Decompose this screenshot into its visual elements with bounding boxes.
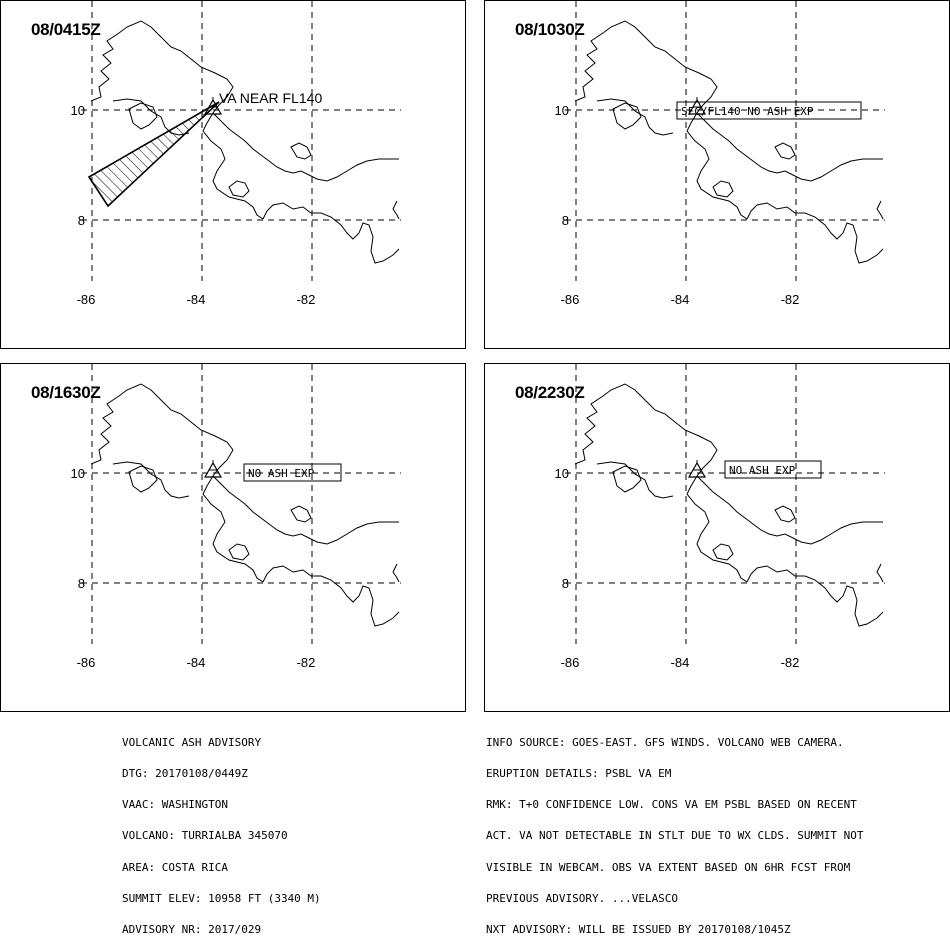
advisory-line: VOLCANO: TURRIALBA 345070 [122,829,288,843]
coastline [712,543,734,561]
lat-label: 10 [71,103,85,118]
label-box [676,101,862,120]
coastline [392,200,400,220]
coastline [392,563,400,583]
coastline [128,102,158,130]
coastline [112,461,190,499]
coastline [90,383,264,583]
coastline [712,180,734,198]
coastline [696,112,883,182]
panel-time: 08/1030Z [515,20,585,39]
coastline [774,505,796,523]
lon-label: -82 [297,655,316,670]
coastline [262,565,400,627]
advisory-line: DTG: 20170108/0449Z [122,767,248,781]
lat-label: 8 [562,576,569,591]
lat-label: 10 [555,103,569,118]
coastline [212,112,399,182]
lon-label: -86 [77,655,96,670]
va-label: SFC/FL140 NO ASH EXP [681,105,814,118]
advisory-line: PREVIOUS ADVISORY. ...VELASCO [486,891,679,905]
advisory-line: NXT ADVISORY: WILL BE ISSUED BY 20170108… [486,923,791,937]
coastline [574,383,748,583]
map-panel-t6: 10 8 -86 -84 -82 SFC/FL140 NO ASH EXP 08/103… [484,0,950,349]
lat-label: 8 [78,213,85,228]
lat-label: 10 [555,466,569,481]
advisory-line: ERUPTION DETAILS: PSBL VA EM [486,767,672,781]
volcano-icon [687,97,707,115]
coastline [612,465,642,493]
lon-label: -86 [77,292,96,307]
map-panel-t12: 10 8 -86 -84 -82 NO ASH EXP 08/1630Z [0,363,466,712]
advisory-line: SUMMIT ELEV: 10958 FT (3340 M) [122,891,321,905]
lon-label: -82 [297,292,316,307]
advisory-remarks: INFO SOURCE: GOES-EAST. GFS WINDS. VOLCA… [486,717,864,946]
lon-label: -84 [671,292,690,307]
volcano-icon [203,460,223,478]
label-box [724,460,822,479]
advisory-line: ADVISORY NR: 2017/029 [122,923,262,937]
map-svg: 10 8 -86 -84 -82 VA NEAR FL140 [71,1,401,307]
coastline [228,543,250,561]
map-panel-t18: 10 8 -86 -84 -82 NO ASH EXP 08/2230Z [484,363,950,712]
coastline [596,461,674,499]
coastline [746,202,884,264]
va-label: NO ASH EXP [729,464,796,477]
advisory-line: VOLCANIC ASH ADVISORY [122,735,262,749]
map-panel-t0: 10 8 -86 -84 -82 VA NEAR FL140 08/0415Z [0,0,466,349]
lon-label: -82 [781,655,800,670]
va-label: VA NEAR FL140 [219,90,322,106]
coastline [290,505,312,523]
panel-time: 08/2230Z [515,383,585,402]
lat-label: 10 [71,466,85,481]
panel-time: 08/0415Z [31,20,101,39]
lon-label: -86 [561,655,580,670]
lon-label: -84 [671,655,690,670]
coastline [596,98,674,136]
volcano-icon [687,460,707,478]
coastline [612,102,642,130]
coastline [290,142,312,160]
lon-label: -84 [187,292,206,307]
map-base: 10 8 -86 -84 -82 [71,364,401,670]
va-label: NO ASH EXP [248,467,315,480]
advisory-line: VAAC: WASHINGTON [122,798,228,812]
map-svg: 10 8 -86 -84 -82 NO ASH EXP [555,364,885,670]
coastline [228,180,250,198]
coastline [876,200,884,220]
lon-label: -82 [781,292,800,307]
map-svg: 10 8 -86 -84 -82 SFC/FL140 NO ASH EXP [555,1,885,307]
lat-label: 8 [562,213,569,228]
lat-label: 8 [78,576,85,591]
panel-time: 08/1630Z [31,383,101,402]
coastline [212,475,399,545]
advisory-line: VISIBLE IN WEBCAM. OBS VA EXTENT BASED O… [486,860,851,874]
coastline [774,142,796,160]
advisory-line: AREA: COSTA RICA [122,860,228,874]
map-svg: 10 8 -86 -84 -82 NO ASH EXP [71,364,401,670]
ash-cloud-polygon [87,101,220,208]
coastline [574,20,748,220]
coastline [262,202,400,264]
lon-label: -84 [187,655,206,670]
map-base: 10 8 -86 -84 -82 [71,1,401,307]
advisory-line: INFO SOURCE: GOES-EAST. GFS WINDS. VOLCA… [486,735,844,749]
coastline [876,563,884,583]
advisory-header: VOLCANIC ASH ADVISORY DTG: 20170108/0449… [122,717,321,946]
lon-label: -86 [561,292,580,307]
coastline [128,465,158,493]
map-base: 10 8 -86 -84 -82 [555,1,885,307]
map-base: 10 8 -86 -84 -82 [555,364,885,670]
coastline [696,475,883,545]
advisory-line: RMK: T+0 CONFIDENCE LOW. CONS VA EM PSBL… [486,798,857,812]
advisory-line: ACT. VA NOT DETECTABLE IN STLT DUE TO WX… [486,829,864,843]
coastline [90,20,264,220]
coastline [746,565,884,627]
label-box [243,463,342,482]
